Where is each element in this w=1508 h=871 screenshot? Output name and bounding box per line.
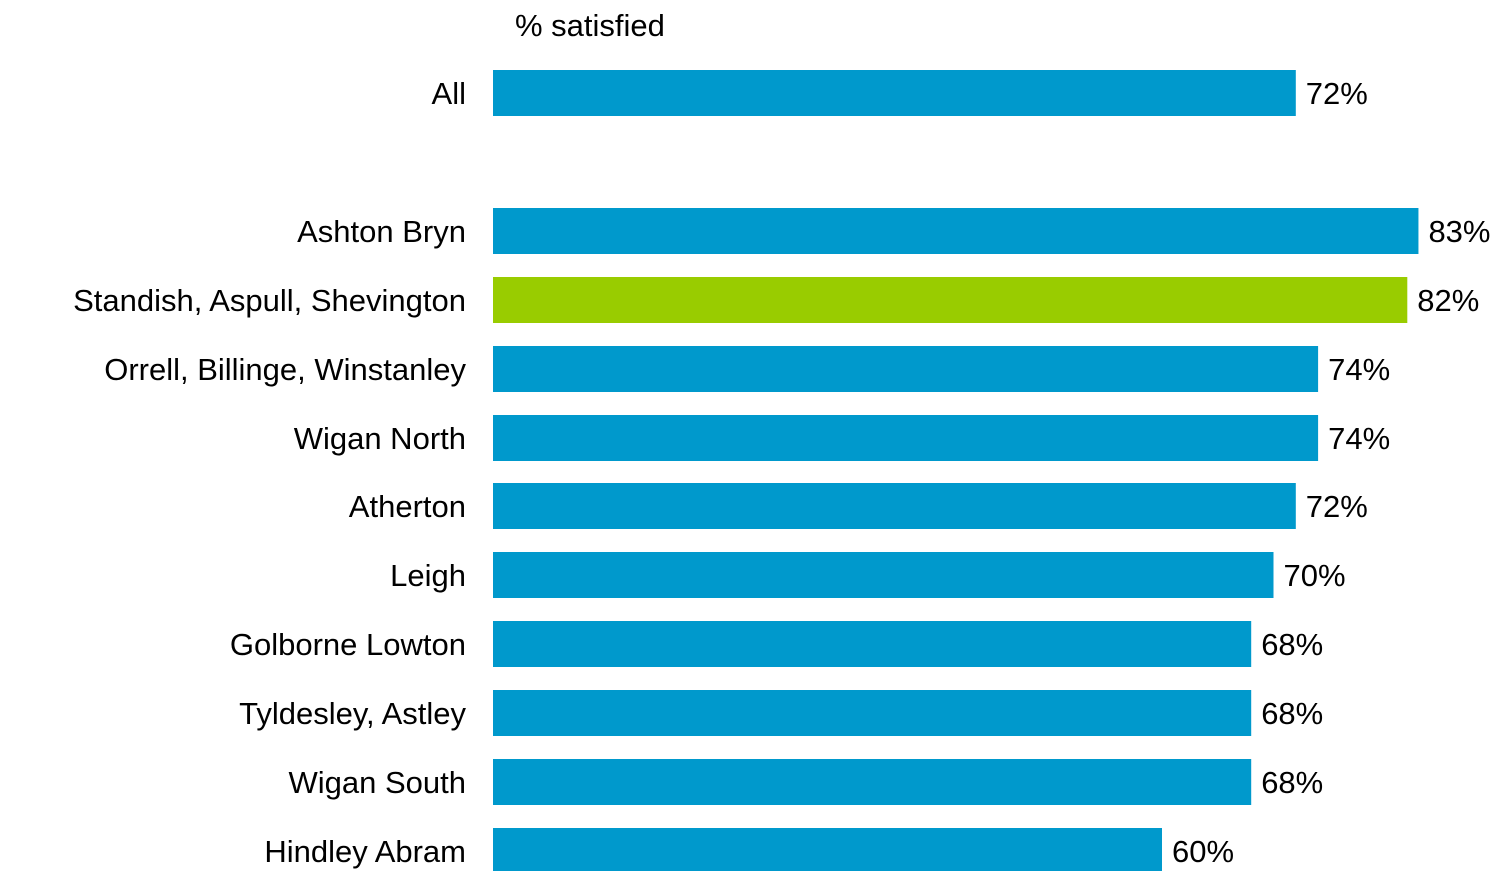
category-label-wigan-north: Wigan North (294, 421, 466, 456)
category-label-hindley-abram: Hindley Abram (264, 834, 466, 869)
category-label-tyldesley-astley: Tyldesley, Astley (239, 696, 466, 731)
value-label-leigh: 70% (1284, 558, 1346, 593)
category-label-standish-aspull-shevington: Standish, Aspull, Shevington (73, 283, 466, 318)
bar-wigan-north (493, 415, 1319, 461)
category-label-golborne-lowton: Golborne Lowton (230, 627, 466, 662)
bar-row-hindley-abram: Hindley Abram 60% (264, 828, 1234, 871)
bar-golborne-lowton (493, 621, 1252, 667)
category-label-all: All (432, 76, 466, 111)
bar-standish-aspull-shevington (493, 277, 1408, 323)
value-label-atherton: 72% (1306, 489, 1368, 524)
bar-row-ashton-bryn: Ashton Bryn 83% (297, 208, 1490, 254)
bar-row-wigan-south: Wigan South 68% (289, 759, 1323, 805)
value-label-hindley-abram: 60% (1172, 834, 1234, 869)
chart-title: % satisfied (515, 8, 665, 43)
bar-leigh (493, 552, 1274, 598)
bar-row-golborne-lowton: Golborne Lowton 68% (230, 621, 1323, 667)
bar-row-tyldesley-astley: Tyldesley, Astley 68% (239, 690, 1323, 736)
value-label-golborne-lowton: 68% (1261, 627, 1323, 662)
bar-row-standish-aspull-shevington: Standish, Aspull, Shevington 82% (73, 277, 1479, 323)
bar-row-leigh: Leigh 70% (390, 552, 1346, 598)
value-label-wigan-north: 74% (1328, 421, 1390, 456)
bar-row-wigan-north: Wigan North 74% (294, 415, 1390, 461)
category-label-leigh: Leigh (390, 558, 466, 593)
category-label-atherton: Atherton (349, 489, 466, 524)
bar-row-all: All 72% (432, 70, 1368, 116)
bar-hindley-abram (493, 828, 1162, 871)
bar-wigan-south (493, 759, 1252, 805)
value-label-ashton-bryn: 83% (1428, 214, 1490, 249)
value-label-tyldesley-astley: 68% (1261, 696, 1323, 731)
bar-atherton (493, 483, 1296, 529)
bar-all (493, 70, 1296, 116)
value-label-standish-aspull-shevington: 82% (1417, 283, 1479, 318)
value-label-wigan-south: 68% (1261, 765, 1323, 800)
value-label-orrell-billinge-winstanley: 74% (1328, 352, 1390, 387)
value-label-all: 72% (1306, 76, 1368, 111)
category-label-wigan-south: Wigan South (289, 765, 467, 800)
bar-orrell-billinge-winstanley (493, 346, 1319, 392)
bar-row-atherton: Atherton 72% (349, 483, 1368, 529)
bar-tyldesley-astley (493, 690, 1252, 736)
bar-row-orrell-billinge-winstanley: Orrell, Billinge, Winstanley 74% (104, 346, 1390, 392)
category-label-ashton-bryn: Ashton Bryn (297, 214, 466, 249)
category-label-orrell-billinge-winstanley: Orrell, Billinge, Winstanley (104, 352, 466, 387)
bar-ashton-bryn (493, 208, 1419, 254)
bars-layer: All 72% Ashton Bryn 83% Standish, Aspull, Sh… (73, 70, 1490, 871)
